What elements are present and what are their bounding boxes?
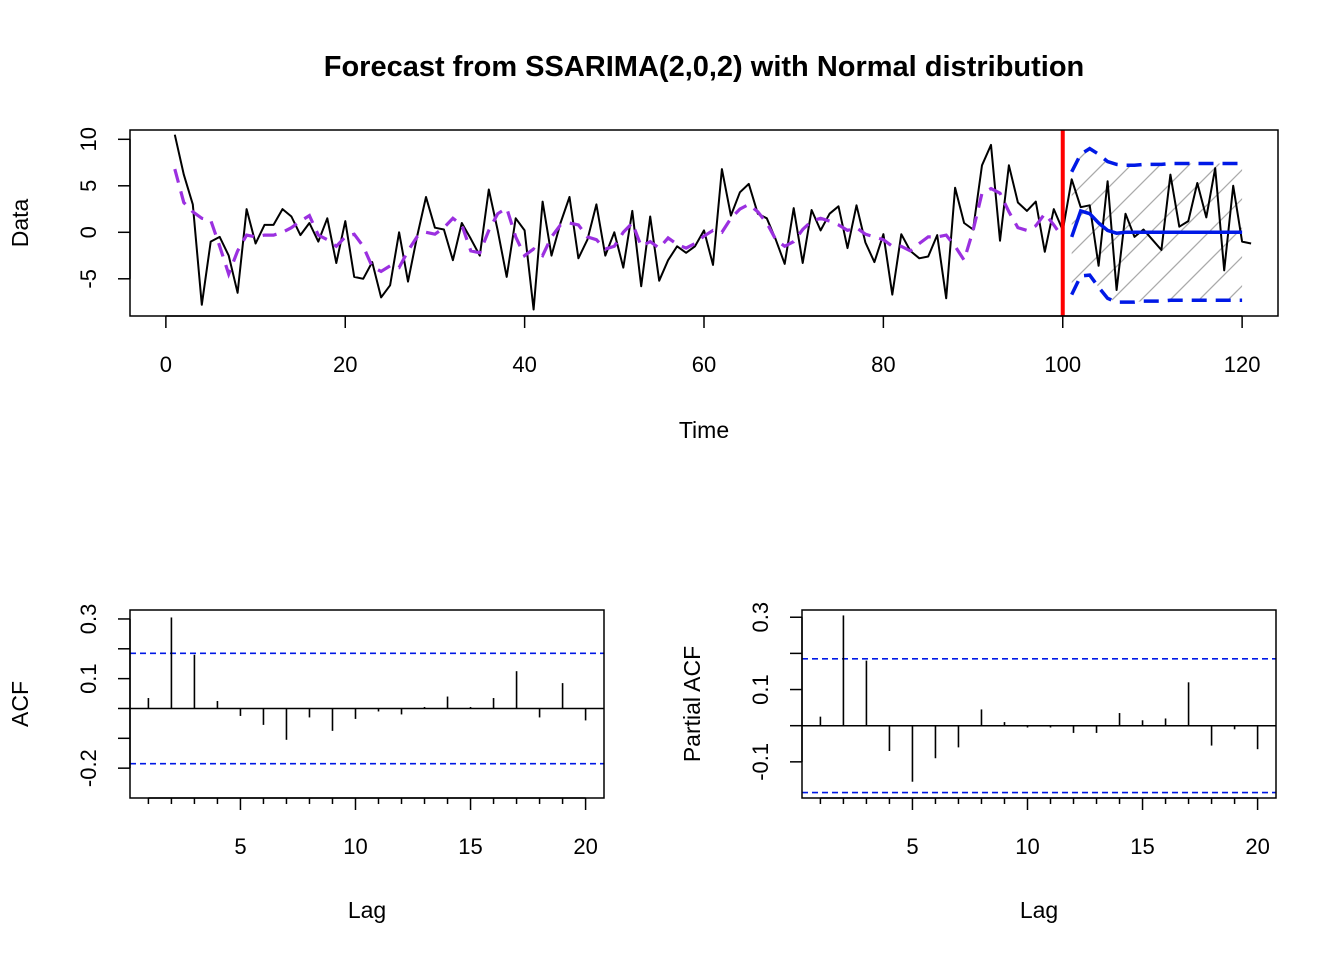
x-axis-label: Lag xyxy=(1020,897,1058,923)
x-tick-label: 10 xyxy=(1015,834,1039,859)
forecast-panel: Forecast from SSARIMA(2,0,2) with Normal… xyxy=(7,51,1279,443)
acf-panel: 5 10 15 20 -0.2 0.1 0.3 Lag ACF xyxy=(7,604,605,923)
plot-frame xyxy=(801,609,1277,799)
x-axis: 5 10 15 20 xyxy=(147,797,598,859)
chart-title: Forecast from SSARIMA(2,0,2) with Normal… xyxy=(324,51,1085,83)
y-tick-label: -0.1 xyxy=(748,743,773,781)
x-axis-label: Time xyxy=(679,417,729,443)
acf-bars xyxy=(147,617,587,740)
x-tick-label: 20 xyxy=(333,352,357,377)
y-tick-label: 0.3 xyxy=(748,602,773,633)
confidence-bounds xyxy=(802,658,1276,794)
x-tick-label: 20 xyxy=(573,834,597,859)
y-tick-label: 10 xyxy=(76,127,101,151)
x-tick-label: 5 xyxy=(906,834,918,859)
x-tick-label: 15 xyxy=(458,834,482,859)
y-tick-label: 0.1 xyxy=(748,674,773,705)
confidence-bounds xyxy=(130,652,604,765)
upper-bound-line xyxy=(1070,146,1243,173)
y-axis-label: Data xyxy=(7,199,33,248)
y-tick-label: -5 xyxy=(76,269,101,289)
pacf-panel: 5 10 15 20 -0.1 0.1 0.3 Lag Partial ACF xyxy=(679,602,1277,923)
x-tick-label: 15 xyxy=(1130,834,1154,859)
fitted-series-line xyxy=(173,168,1065,279)
y-tick-label: 5 xyxy=(76,180,101,192)
x-tick-label: 40 xyxy=(512,352,536,377)
x-tick-label: 60 xyxy=(692,352,716,377)
x-tick-label: 120 xyxy=(1224,352,1261,377)
y-tick-label: 0.3 xyxy=(76,604,101,635)
y-tick-label: 0.1 xyxy=(76,663,101,694)
point-forecast-line xyxy=(1070,208,1243,238)
y-tick-label: -0.2 xyxy=(76,749,101,787)
y-axis: -0.1 0.1 0.3 xyxy=(748,602,803,781)
series-lines xyxy=(173,134,1252,311)
x-axis-label: Lag xyxy=(348,897,386,923)
y-axis: -5 0 5 10 xyxy=(76,127,131,289)
y-axis-label: Partial ACF xyxy=(679,646,705,762)
lower-bound-line xyxy=(1070,273,1243,304)
x-tick-label: 80 xyxy=(871,352,895,377)
y-axis: -0.2 0.1 0.3 xyxy=(76,604,131,787)
x-tick-label: 5 xyxy=(234,834,246,859)
x-tick-label: 0 xyxy=(160,352,172,377)
x-tick-label: 100 xyxy=(1044,352,1081,377)
pacf-bars xyxy=(819,615,1259,782)
y-tick-label: 0 xyxy=(76,226,101,238)
x-axis: 0 20 40 60 80 100 120 xyxy=(160,315,1261,377)
x-tick-label: 20 xyxy=(1245,834,1269,859)
x-tick-label: 10 xyxy=(343,834,367,859)
actual-series-line xyxy=(173,134,1252,311)
plot-frame xyxy=(129,609,605,799)
x-axis: 5 10 15 20 xyxy=(819,797,1270,859)
y-axis-label: ACF xyxy=(7,681,33,727)
